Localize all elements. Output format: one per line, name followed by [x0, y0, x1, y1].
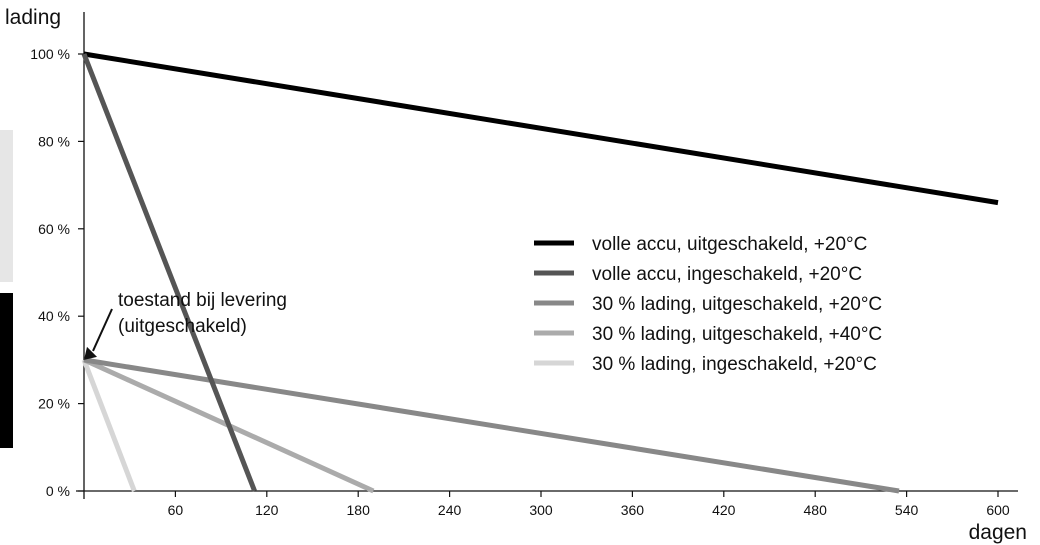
legend-label-3: 30 % lading, uitgeschakeld, +20°C — [592, 294, 882, 315]
legend-label-2: volle accu, ingeschakeld, +20°C — [592, 264, 862, 285]
x-tick-label: 60 — [168, 502, 184, 518]
annotation: toestand bij levering (uitgeschakeld) — [84, 290, 287, 360]
legend-label-1: volle accu, uitgeschakeld, +20°C — [592, 234, 867, 255]
y-tick-label: 40 % — [38, 308, 70, 324]
series-line-1 — [83, 51, 999, 206]
y-tick-label: 100 % — [30, 46, 70, 62]
axes — [76, 12, 1018, 499]
legend-label-5: 30 % lading, ingeschakeld, +20°C — [592, 354, 877, 375]
x-axis-label: dagen — [969, 521, 1027, 544]
series-line-2 — [81, 53, 257, 492]
annotation-arrow-head — [84, 346, 97, 360]
x-tick-label: 180 — [347, 502, 371, 518]
x-tick-label: 360 — [621, 502, 645, 518]
x-tick-label: 540 — [895, 502, 919, 518]
y-tick-label: 0 % — [46, 483, 70, 499]
series-line-5 — [81, 359, 137, 492]
x-tick-label: 600 — [986, 502, 1010, 518]
y-tick-label: 80 % — [38, 133, 70, 149]
legend: volle accu, uitgeschakeld, +20°C volle ac… — [534, 234, 882, 375]
annotation-text-line-2: (uitgeschakeld) — [118, 316, 247, 337]
x-tick-label: 240 — [438, 502, 462, 518]
y-tick-label: 20 % — [38, 396, 70, 412]
annotation-text-line-1: toestand bij levering — [118, 290, 287, 311]
y-tick-label: 60 % — [38, 221, 70, 237]
legend-label-4: 30 % lading, uitgeschakeld, +40°C — [592, 324, 882, 345]
side-tab-gray — [0, 130, 13, 282]
series-line-3 — [83, 357, 900, 494]
y-axis-label: lading — [5, 6, 61, 29]
x-tick-label: 120 — [255, 502, 279, 518]
side-tab-black — [0, 293, 13, 448]
x-tick-label: 480 — [804, 502, 828, 518]
x-tick-label: 300 — [529, 502, 553, 518]
annotation-arrow-line — [92, 308, 113, 352]
series — [81, 51, 999, 494]
x-tick-label: 420 — [712, 502, 736, 518]
ticks: 60 120 180 240 300 360 420 480 540 600 0 % 20 % 40 %… — [30, 46, 1010, 518]
